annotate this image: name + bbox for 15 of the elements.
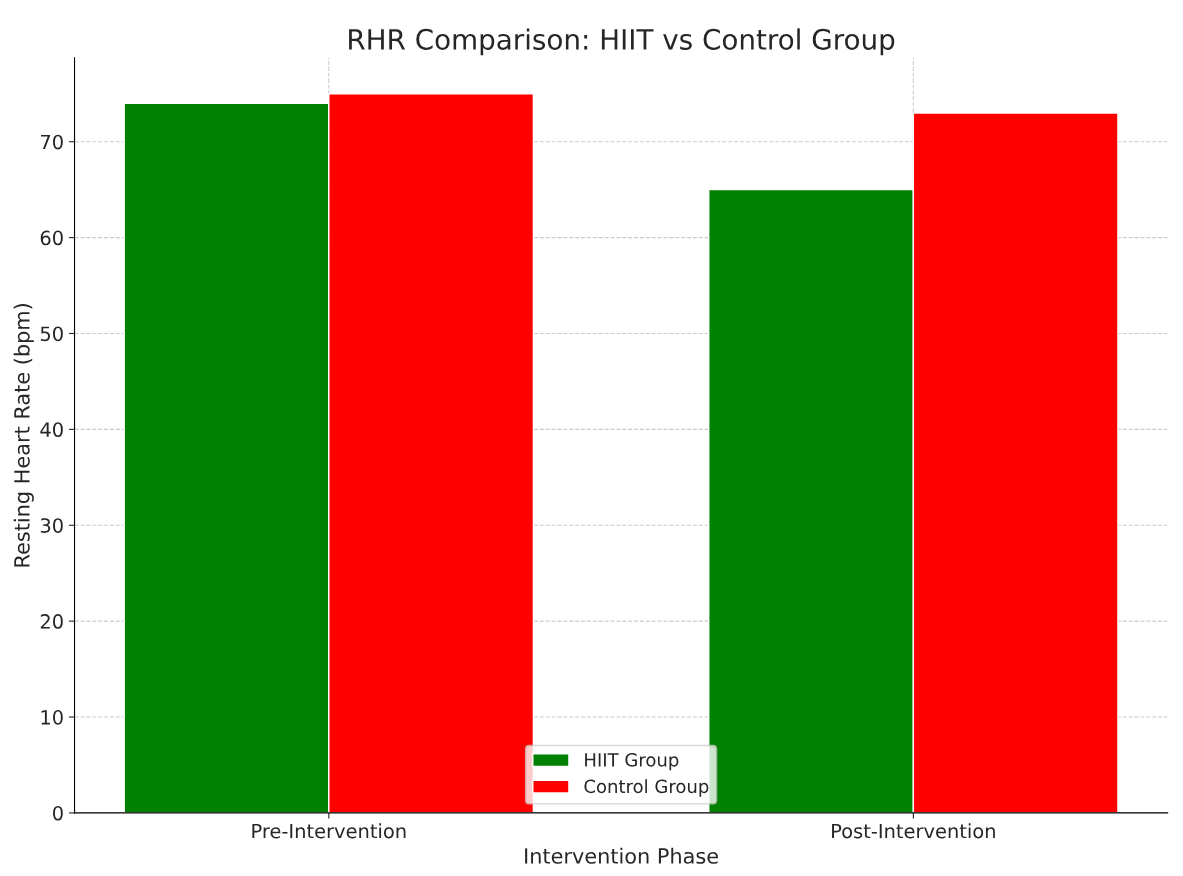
legend-label: HIIT Group	[585, 753, 679, 771]
y-tick-label: 50	[40, 326, 63, 342]
x-tick-label: Post-Intervention	[832, 823, 995, 839]
chart-title: RHR Comparison: HIIT vs Control Group	[349, 28, 895, 56]
y-tick-label: 10	[41, 710, 63, 725]
y-tick-label: 30	[40, 518, 63, 533]
y-tick-label: 60	[40, 230, 63, 246]
y-tick-label: 70	[40, 134, 63, 150]
y-tick-label: 20	[40, 614, 63, 629]
x-axis-title: Intervention Phase	[525, 847, 718, 864]
x-tick-label: Pre-Intervention	[252, 823, 406, 839]
y-axis-title: Resting Heart Rate (bpm)	[13, 304, 34, 567]
y-tick-label: 40	[40, 422, 63, 438]
y-tick-label: 0	[53, 805, 63, 821]
legend-label: Control Group	[584, 779, 709, 797]
